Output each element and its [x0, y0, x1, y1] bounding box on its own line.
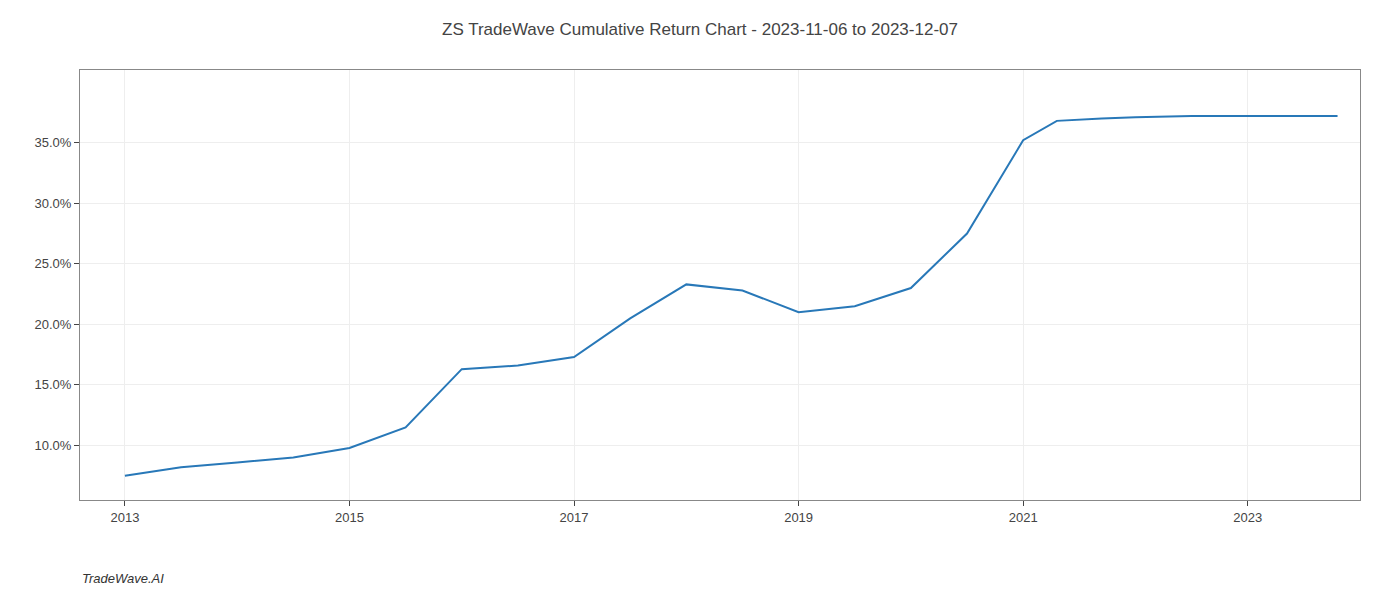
svg-text:2021: 2021 — [1009, 510, 1038, 525]
svg-text:2013: 2013 — [110, 510, 139, 525]
svg-text:ZS TradeWave Cumulative Return: ZS TradeWave Cumulative Return Chart - 2… — [442, 20, 958, 39]
svg-text:30.0%: 30.0% — [35, 196, 72, 211]
svg-text:15.0%: 15.0% — [35, 377, 72, 392]
svg-text:2017: 2017 — [560, 510, 589, 525]
svg-text:25.0%: 25.0% — [35, 256, 72, 271]
svg-text:20.0%: 20.0% — [35, 317, 72, 332]
svg-text:10.0%: 10.0% — [35, 438, 72, 453]
svg-text:TradeWave.AI: TradeWave.AI — [82, 571, 164, 586]
svg-text:2019: 2019 — [784, 510, 813, 525]
svg-text:2015: 2015 — [335, 510, 364, 525]
svg-text:35.0%: 35.0% — [35, 135, 72, 150]
svg-text:2023: 2023 — [1233, 510, 1262, 525]
